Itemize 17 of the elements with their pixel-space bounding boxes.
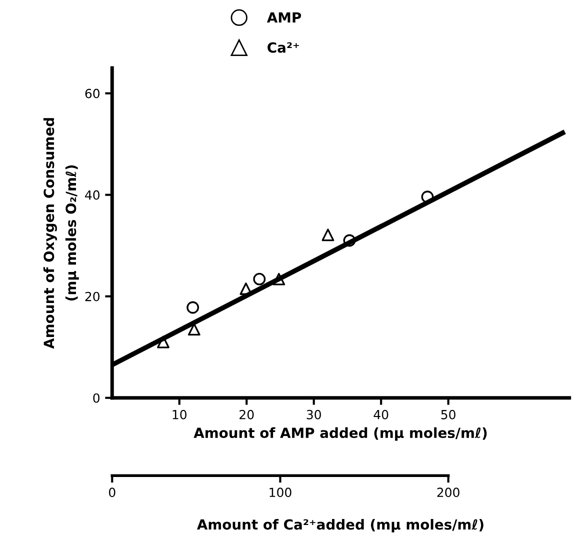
x2-tick-label: 200 [437,488,460,498]
y-tick-label: 40 [85,190,100,200]
legend-label: Ca²⁺ [268,42,299,53]
x-tick-label: 20 [240,410,254,420]
x-tick-label: 10 [172,410,186,420]
legend-label: AMP [266,12,302,22]
x2-tick-label: 100 [270,488,292,498]
y-tick-label: 0 [93,393,100,403]
y-tick-label: 20 [85,292,100,302]
x-tick-label: 50 [441,410,456,420]
x-tick-label: 40 [374,410,388,420]
y-axis-title: Amount of Oxygen Consumed (mμ moles O₂/mℓ) [43,118,79,349]
x2-tick-label: 0 [108,488,116,498]
y-tick-label: 60 [85,88,100,98]
x-axis-title: Amount of AMP added (mμ moles/mℓ) [194,427,487,441]
x2-axis-title: Amount of Ca²⁺added (mμ moles/mℓ) [196,518,484,532]
x-tick-label: 30 [306,410,321,420]
